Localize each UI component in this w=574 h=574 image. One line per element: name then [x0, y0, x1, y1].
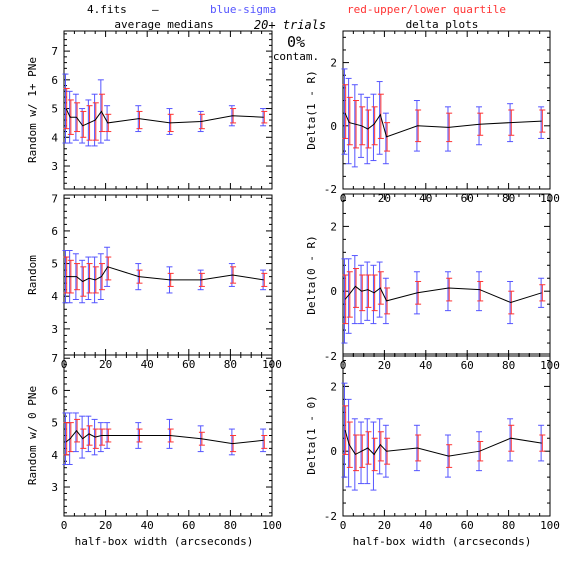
median-line — [344, 429, 542, 457]
y-axis-label: Delta(0 - R) — [305, 235, 318, 314]
x-tick-label: 20 — [378, 359, 391, 372]
x-tick-label: 100 — [540, 519, 560, 532]
x-tick-label: 40 — [141, 358, 154, 371]
y-tick-label: 4 — [51, 449, 58, 462]
panel-left-top: 3 4 5 6 7 Random w/ 1+ PNe — [26, 30, 273, 190]
plot-frame — [342, 30, 551, 190]
y-tick-label: 5 — [51, 417, 58, 430]
y-tick-label: 2 — [330, 57, 337, 70]
x-tick-label: 40 — [141, 519, 154, 532]
y-tick-label: 2 — [330, 220, 337, 233]
y-tick-label: 5 — [51, 258, 58, 271]
y-tick-label: 6 — [51, 74, 58, 87]
legend-blue-sigma: blue-sigma — [210, 3, 276, 16]
y-tick-label: 2 — [330, 380, 337, 393]
x-tick-label: 60 — [461, 359, 474, 372]
x-tick-label: 60 — [461, 519, 474, 532]
y-tick-label: 4 — [51, 290, 58, 303]
y-axis-label: Random w/ 0 PNe — [26, 386, 39, 485]
x-tick-label: 80 — [224, 358, 237, 371]
legend-red-quartile: red-upper/lower quartile — [347, 3, 506, 16]
y-tick-label: -2 — [324, 183, 337, 196]
y-axis-label: Random w/ 1+ PNe — [26, 57, 39, 163]
y-tick-label: -2 — [324, 510, 337, 523]
left-column-title: average medians — [114, 18, 213, 31]
x-tick-label: 40 — [419, 359, 432, 372]
y-tick-label: 0 — [330, 120, 337, 133]
x-tick-label: 80 — [224, 519, 237, 532]
legend: 4.fits – blue-sigma red-upper/lower quar… — [87, 3, 506, 16]
y-tick-label: 3 — [51, 481, 58, 494]
y-tick-label: 3 — [51, 323, 58, 336]
panel-left-bot: 3 4 5 6 7 0 20 40 60 80 100 Random w/ 0 PNe — [26, 352, 282, 532]
y-tick-label: 3 — [51, 160, 58, 173]
median-line — [66, 266, 264, 283]
y-tick-label: 0 — [330, 445, 337, 458]
center-annotation: 20+ trials 0% contam. — [254, 18, 326, 63]
median-line — [344, 285, 542, 304]
y-tick-label: 7 — [51, 45, 58, 58]
x-tick-label: 60 — [182, 358, 195, 371]
plot-frame — [63, 30, 273, 190]
median-line — [65, 429, 264, 445]
x-tick-label: 0 — [61, 519, 68, 532]
x-tick-label: 20 — [99, 519, 112, 532]
x-tick-label: 40 — [419, 519, 432, 532]
plot-frame — [63, 194, 273, 356]
x-tick-label: 20 — [99, 358, 112, 371]
y-axis-label: Delta(1 - 0) — [305, 395, 318, 474]
x-tick-label: 80 — [502, 519, 515, 532]
legend-dash: – — [152, 3, 159, 16]
y-axis-label: Delta(1 - R) — [305, 70, 318, 149]
x-tick-label: 0 — [340, 519, 347, 532]
median-line — [344, 113, 542, 138]
right-column-title: delta plots — [406, 18, 479, 31]
y-tick-label: 7 — [51, 352, 58, 365]
x-axis-label-right: half-box width (arcseconds) — [353, 535, 532, 548]
x-tick-label: 80 — [502, 359, 515, 372]
y-tick-label: -2 — [324, 350, 337, 363]
median-line — [65, 108, 264, 127]
y-tick-label: 6 — [51, 225, 58, 238]
y-tick-label: 4 — [51, 131, 58, 144]
y-tick-label: 7 — [51, 192, 58, 205]
x-tick-label: 100 — [262, 519, 282, 532]
x-tick-label: 60 — [182, 519, 195, 532]
contam-label: contam. — [273, 50, 319, 63]
x-axis-label-left: half-box width (arcseconds) — [75, 535, 254, 548]
x-tick-label: 20 — [378, 519, 391, 532]
percent-label: 0% — [287, 33, 305, 51]
file-label: 4.fits — [87, 3, 127, 16]
trials-label: 20+ trials — [254, 18, 326, 32]
y-tick-label: 0 — [330, 285, 337, 298]
y-tick-label: 6 — [51, 384, 58, 397]
y-tick-label: 5 — [51, 103, 58, 116]
y-axis-label: Random — [26, 255, 39, 295]
